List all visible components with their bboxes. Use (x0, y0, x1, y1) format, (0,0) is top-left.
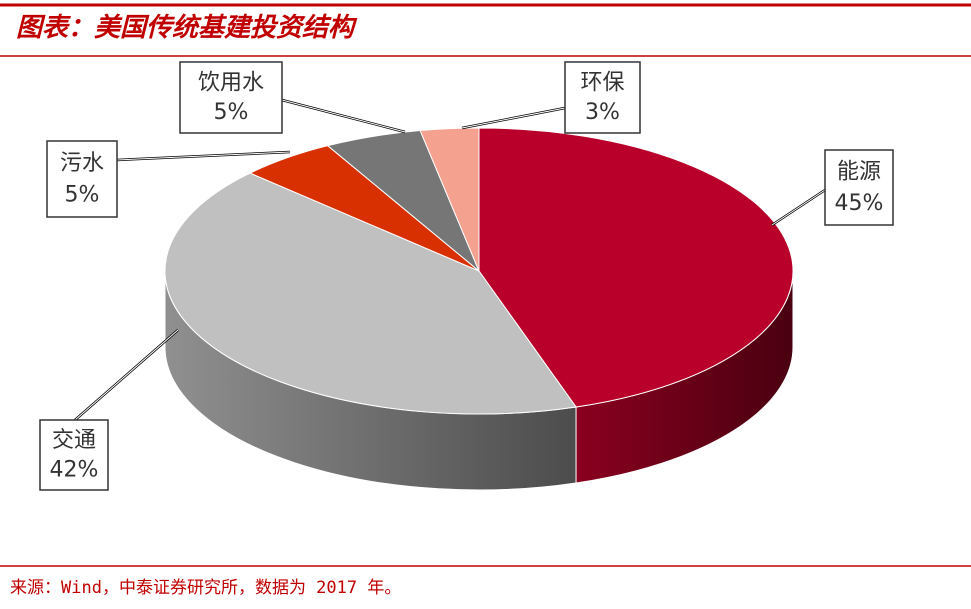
leader-line (461, 107, 566, 129)
leader-line (116, 151, 291, 161)
value-label: 42% (50, 457, 99, 482)
slice (419, 127, 480, 272)
leader-line (281, 99, 406, 133)
label-box (39, 419, 109, 491)
slice (164, 172, 577, 415)
slice (478, 127, 794, 408)
leader-line (771, 189, 826, 226)
category-label: 污水 (60, 151, 104, 176)
labels: 能源 45% 交通 42% 污水 5% 饮用水 5% 环保 3% (39, 61, 894, 491)
label-box (564, 61, 641, 134)
category-label: 能源 (837, 160, 881, 185)
label-box (179, 61, 283, 134)
value-label: 45% (835, 191, 884, 216)
leader-line (74, 329, 179, 421)
value-label: 5% (214, 100, 249, 125)
pie (164, 127, 794, 491)
source: 来源：Wind，中泰证券研究所，数据为 2017 年。 (10, 578, 401, 598)
category-label: 交通 (52, 428, 96, 453)
category-label: 环保 (580, 70, 624, 95)
category-label: 饮用水 (198, 70, 264, 95)
chart-title: 图表：美国传统基建投资结构 (16, 13, 358, 43)
label-box (46, 140, 118, 218)
value-label: 5% (65, 183, 100, 208)
value-label: 3% (585, 100, 620, 125)
label-box (824, 149, 894, 226)
